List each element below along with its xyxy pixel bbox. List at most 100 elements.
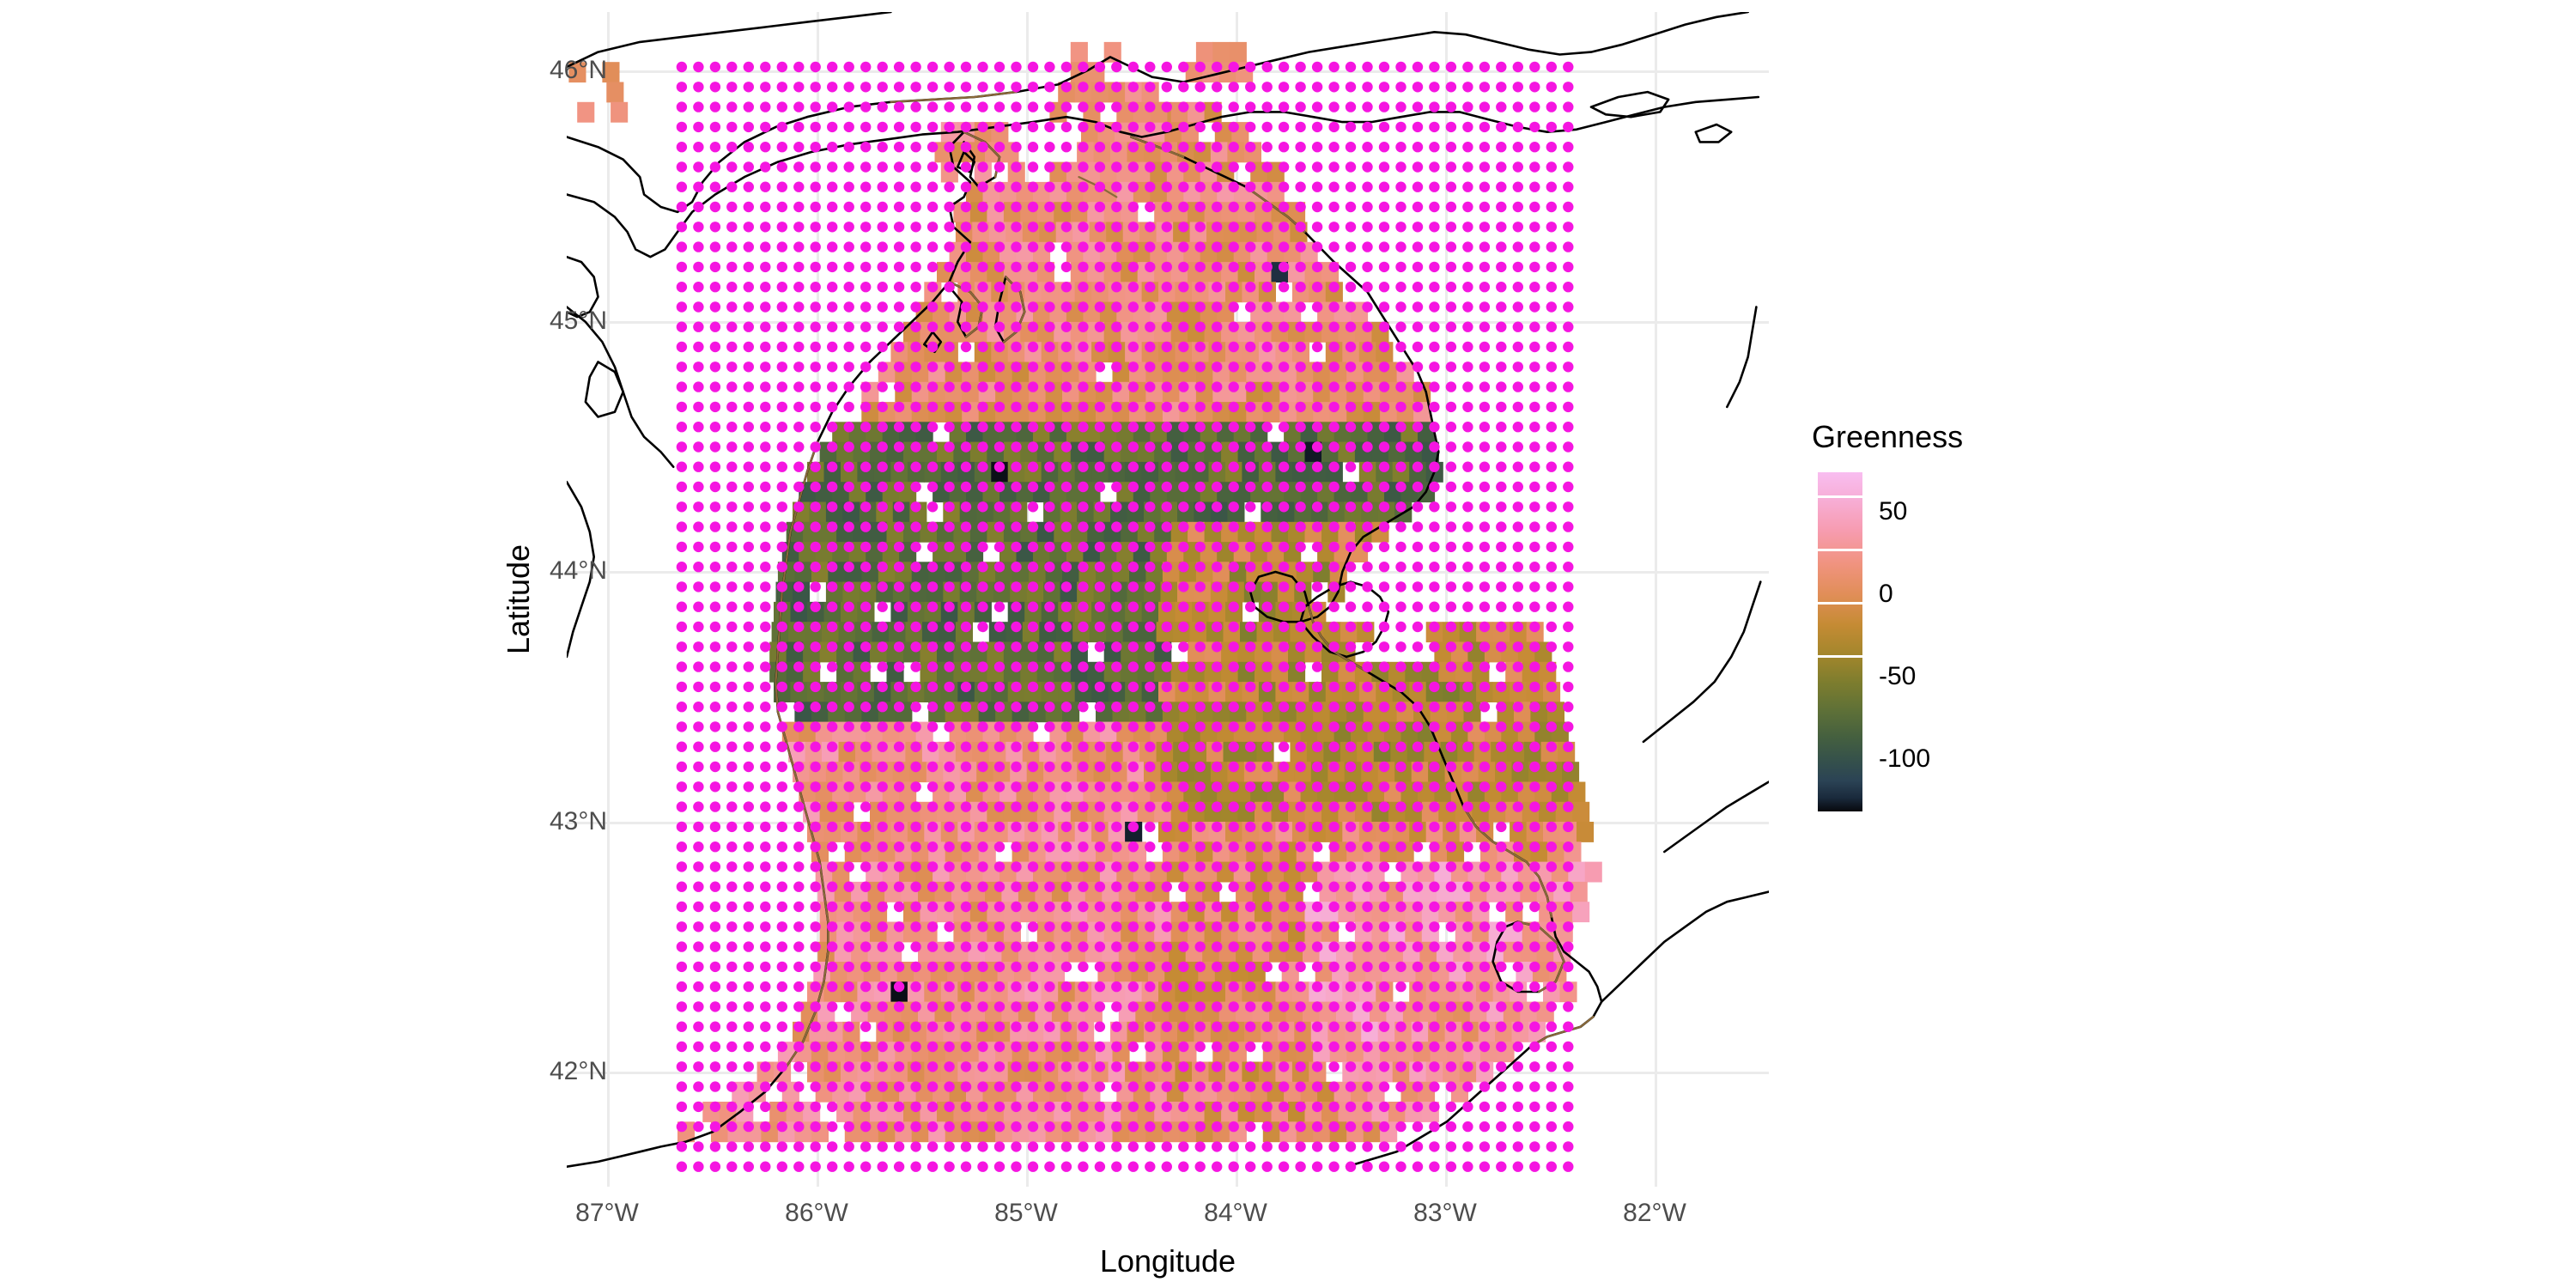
sample-point (860, 921, 872, 933)
sample-point (810, 761, 821, 773)
sample-point (726, 641, 738, 653)
sample-point (1529, 241, 1540, 252)
sample-point (1546, 581, 1558, 592)
sample-point (1529, 401, 1540, 413)
sample-point (1111, 361, 1122, 373)
sample-point (760, 61, 771, 73)
sample-point (893, 121, 905, 133)
sample-point (1145, 741, 1156, 752)
sample-point (1111, 121, 1122, 133)
sample-point (1161, 1141, 1172, 1152)
sample-point (1546, 301, 1558, 313)
sample-point (1212, 681, 1223, 693)
sample-point (1445, 702, 1457, 713)
sample-point (1529, 541, 1540, 553)
sample-point (1261, 361, 1273, 373)
sample-point (1429, 702, 1440, 713)
sample-point (993, 1101, 1005, 1113)
sample-point (1228, 562, 1239, 573)
sample-point (1178, 721, 1189, 732)
sample-point (944, 1041, 955, 1053)
sample-point (1228, 261, 1239, 273)
sample-point (1011, 521, 1022, 532)
sample-point (1479, 82, 1491, 93)
sample-point (1194, 801, 1206, 812)
sample-point (827, 341, 838, 353)
sample-point (1378, 241, 1390, 252)
sample-point (1011, 321, 1022, 332)
sample-point (1212, 741, 1223, 752)
sample-point (693, 881, 704, 892)
sample-point (709, 601, 721, 612)
sample-point (1161, 562, 1172, 573)
sample-point (743, 581, 754, 592)
sample-point (1462, 921, 1473, 933)
sample-point (1479, 641, 1491, 653)
sample-point (993, 61, 1005, 73)
sample-point (743, 282, 754, 293)
sample-point (1228, 721, 1239, 732)
sample-point (1362, 282, 1373, 293)
sample-point (927, 941, 939, 952)
sample-point (1078, 501, 1089, 513)
sample-point (893, 941, 905, 952)
sample-point (1060, 661, 1072, 672)
sample-point (1378, 441, 1390, 453)
sample-point (944, 222, 955, 233)
sample-point (1345, 1101, 1357, 1113)
sample-point (1261, 441, 1273, 453)
sample-point (944, 521, 955, 532)
sample-point (1178, 142, 1189, 153)
sample-point (1479, 261, 1491, 273)
sample-point (843, 222, 854, 233)
sample-point (1212, 301, 1223, 313)
sample-point (1362, 521, 1373, 532)
sample-point (1362, 681, 1373, 693)
sample-point (1512, 241, 1524, 252)
sample-point (760, 881, 771, 892)
sample-point (827, 621, 838, 633)
legend-colorbar[interactable] (1818, 472, 1862, 811)
sample-point (743, 781, 754, 793)
sample-point (1111, 82, 1122, 93)
sample-point (877, 781, 888, 793)
sample-point (910, 282, 921, 293)
sample-point (977, 581, 988, 592)
sample-point (960, 881, 972, 892)
sample-point (793, 161, 805, 173)
sample-point (1563, 881, 1574, 892)
sample-point (1011, 541, 1022, 553)
sample-point (843, 921, 854, 933)
sample-point (944, 761, 955, 773)
sample-point (827, 702, 838, 713)
sample-point (709, 1121, 721, 1133)
sample-point (793, 821, 805, 833)
sample-point (1512, 641, 1524, 653)
sample-point (743, 1161, 754, 1172)
sample-point (676, 521, 688, 532)
sample-point (1212, 541, 1223, 553)
sample-point (960, 981, 972, 993)
sample-point (693, 721, 704, 732)
sample-point (793, 222, 805, 233)
sample-point (1245, 321, 1256, 332)
sample-point (977, 681, 988, 693)
sample-point (1278, 841, 1290, 853)
sample-point (827, 1101, 838, 1113)
sample-point (1094, 501, 1106, 513)
sample-point (1546, 321, 1558, 332)
sample-point (1311, 681, 1323, 693)
sample-point (1094, 1001, 1106, 1012)
sample-point (1328, 941, 1340, 952)
sample-point (1044, 781, 1055, 793)
sample-point (1496, 1041, 1507, 1053)
x-tick-label-87w: 87°W (575, 1199, 639, 1227)
sample-point (1011, 222, 1022, 233)
map-plot-panel[interactable] (567, 12, 1769, 1187)
sample-point (1044, 621, 1055, 633)
sample-point (676, 441, 688, 453)
sample-point (1395, 661, 1406, 672)
sample-point (977, 61, 988, 73)
sample-point (1111, 521, 1122, 532)
sample-point (776, 681, 787, 693)
